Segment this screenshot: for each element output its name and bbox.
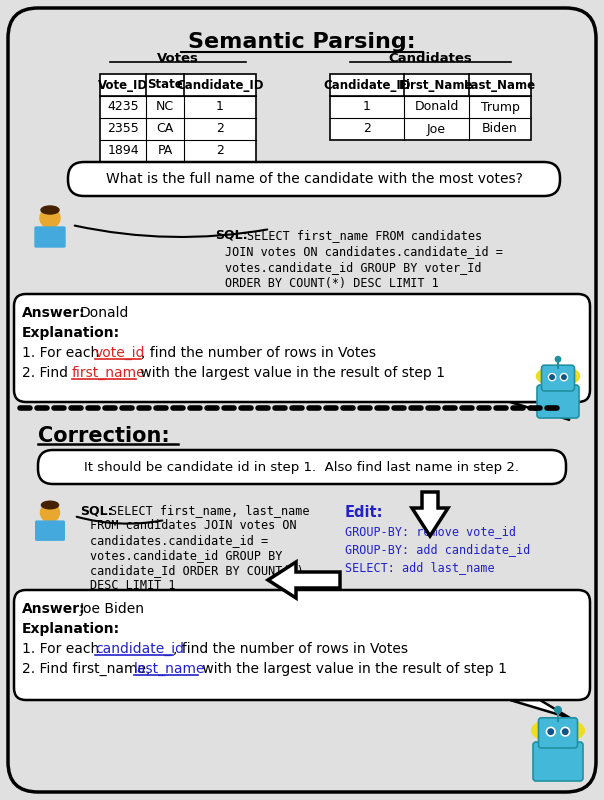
Text: first_name: first_name xyxy=(72,366,146,380)
Text: Last_Name: Last_Name xyxy=(464,78,536,91)
Text: with the largest value in the result of step 1: with the largest value in the result of … xyxy=(198,662,507,676)
Circle shape xyxy=(562,375,566,379)
Ellipse shape xyxy=(536,366,580,386)
Circle shape xyxy=(561,727,570,736)
Text: DESC LIMIT 1: DESC LIMIT 1 xyxy=(90,579,176,592)
Text: 2: 2 xyxy=(216,122,224,135)
Circle shape xyxy=(40,208,60,228)
Text: SELECT first_name FROM candidates: SELECT first_name FROM candidates xyxy=(247,229,482,242)
Text: Candidates: Candidates xyxy=(388,51,472,65)
Text: candidates.candidate_id =: candidates.candidate_id = xyxy=(90,534,268,547)
FancyBboxPatch shape xyxy=(533,742,583,781)
Ellipse shape xyxy=(42,501,59,509)
Text: Trump: Trump xyxy=(481,101,519,114)
Polygon shape xyxy=(268,562,340,598)
FancyBboxPatch shape xyxy=(36,521,64,540)
FancyBboxPatch shape xyxy=(14,294,590,402)
Text: 1. For each: 1. For each xyxy=(22,346,104,360)
Ellipse shape xyxy=(41,206,59,214)
Text: SELECT: add last_name: SELECT: add last_name xyxy=(345,561,495,574)
Text: Explanation:: Explanation: xyxy=(22,622,120,636)
Circle shape xyxy=(547,727,555,736)
Text: 2: 2 xyxy=(363,122,371,135)
FancyBboxPatch shape xyxy=(14,590,590,700)
Circle shape xyxy=(548,374,556,381)
Text: Donald: Donald xyxy=(80,306,129,320)
Bar xyxy=(100,74,256,162)
Text: Joe: Joe xyxy=(427,122,446,135)
Text: Answer:: Answer: xyxy=(22,602,86,616)
Text: PA: PA xyxy=(158,145,173,158)
Text: last_name: last_name xyxy=(134,662,205,676)
FancyBboxPatch shape xyxy=(8,8,596,792)
Text: What is the full name of the candidate with the most votes?: What is the full name of the candidate w… xyxy=(106,172,522,186)
Circle shape xyxy=(562,729,568,734)
Text: 2. Find: 2. Find xyxy=(22,366,72,380)
Text: ORDER BY COUNT(*) DESC LIMIT 1: ORDER BY COUNT(*) DESC LIMIT 1 xyxy=(225,277,439,290)
Text: Votes: Votes xyxy=(157,51,199,65)
Text: Candidate_ID: Candidate_ID xyxy=(176,78,264,91)
Text: Answer:: Answer: xyxy=(22,306,86,320)
Text: SELECT first_name, last_name: SELECT first_name, last_name xyxy=(110,504,309,517)
Circle shape xyxy=(548,729,553,734)
Circle shape xyxy=(561,374,568,381)
Text: 2: 2 xyxy=(216,145,224,158)
Text: 2355: 2355 xyxy=(107,122,139,135)
FancyBboxPatch shape xyxy=(542,365,574,391)
Text: 4235: 4235 xyxy=(107,101,139,114)
Text: GROUP-BY: add candidate_id: GROUP-BY: add candidate_id xyxy=(345,543,530,556)
Text: candidate_id: candidate_id xyxy=(95,642,184,656)
Text: Biden: Biden xyxy=(482,122,518,135)
Text: 1: 1 xyxy=(363,101,371,114)
Text: votes.candidate_id GROUP BY: votes.candidate_id GROUP BY xyxy=(90,549,283,562)
Ellipse shape xyxy=(532,718,585,742)
Polygon shape xyxy=(510,700,570,718)
Text: Semantic Parsing:: Semantic Parsing: xyxy=(188,32,416,52)
Text: It should be candidate id in step 1.  Also find last name in step 2.: It should be candidate id in step 1. Als… xyxy=(85,461,519,474)
FancyBboxPatch shape xyxy=(537,385,579,418)
Text: CA: CA xyxy=(156,122,173,135)
Text: GROUP-BY: remove vote_id: GROUP-BY: remove vote_id xyxy=(345,525,516,538)
Text: Edit:: Edit: xyxy=(345,505,384,520)
Text: 1: 1 xyxy=(216,101,224,114)
Text: Explanation:: Explanation: xyxy=(22,326,120,340)
Text: Candidate_ID: Candidate_ID xyxy=(323,78,411,91)
Polygon shape xyxy=(510,402,570,420)
Circle shape xyxy=(550,375,554,379)
Text: FROM candidates JOIN votes ON: FROM candidates JOIN votes ON xyxy=(90,519,297,532)
Text: 1894: 1894 xyxy=(107,145,139,158)
Bar xyxy=(330,74,531,140)
Text: vote_id: vote_id xyxy=(95,346,146,360)
Text: Donald: Donald xyxy=(414,101,458,114)
FancyBboxPatch shape xyxy=(38,450,566,484)
Polygon shape xyxy=(412,492,448,536)
Text: Vote_ID: Vote_ID xyxy=(98,78,148,91)
Circle shape xyxy=(40,503,60,522)
Text: votes.candidate_id GROUP BY voter_Id: votes.candidate_id GROUP BY voter_Id xyxy=(225,261,481,274)
FancyBboxPatch shape xyxy=(68,162,560,196)
FancyBboxPatch shape xyxy=(35,227,65,247)
Text: JOIN votes ON candidates.candidate_id =: JOIN votes ON candidates.candidate_id = xyxy=(225,245,503,258)
Text: Correction:: Correction: xyxy=(38,426,170,446)
Text: NC: NC xyxy=(156,101,174,114)
Text: State: State xyxy=(147,78,183,91)
Text: , find the number of rows in Votes: , find the number of rows in Votes xyxy=(141,346,376,360)
Text: Joe Biden: Joe Biden xyxy=(80,602,145,616)
Text: SQL:: SQL: xyxy=(215,229,248,242)
Text: First_Name: First_Name xyxy=(399,78,474,91)
Text: 1. For each: 1. For each xyxy=(22,642,104,656)
FancyBboxPatch shape xyxy=(539,718,577,748)
Text: , find the number of rows in Votes: , find the number of rows in Votes xyxy=(173,642,408,656)
Text: 2. Find first_name,: 2. Find first_name, xyxy=(22,662,155,676)
Circle shape xyxy=(555,357,561,362)
Text: SQL:: SQL: xyxy=(80,504,112,517)
Circle shape xyxy=(554,706,561,713)
Text: with the largest value in the result of step 1: with the largest value in the result of … xyxy=(136,366,445,380)
Text: candidate_Id ORDER BY COUNT(*): candidate_Id ORDER BY COUNT(*) xyxy=(90,564,304,577)
